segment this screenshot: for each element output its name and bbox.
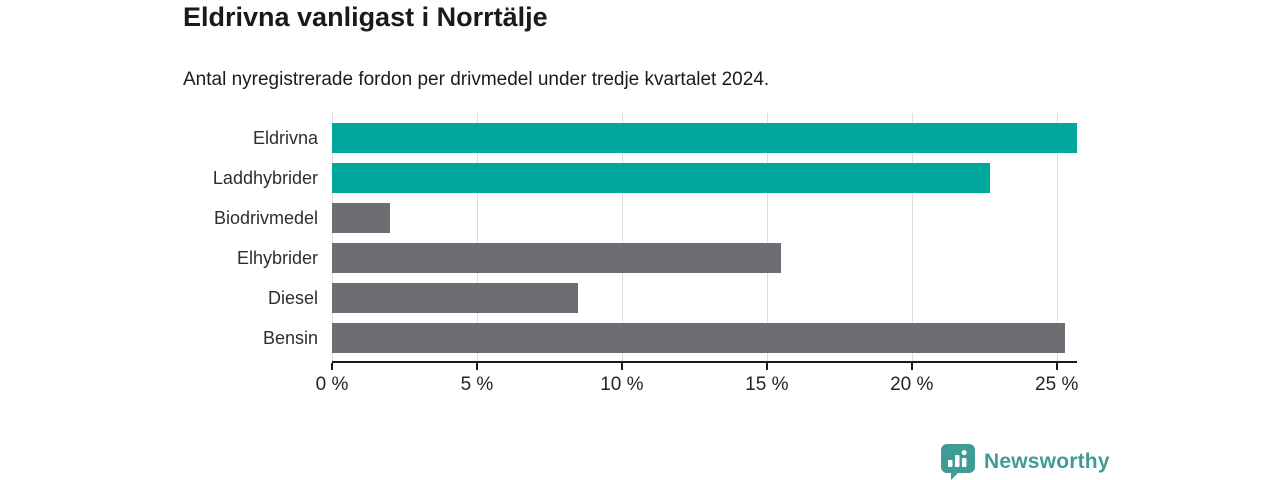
chart-subtitle: Antal nyregistrerade fordon per drivmede… [183, 69, 770, 90]
x-tick-label-20: 20 % [890, 374, 934, 395]
x-tick-25 [1055, 363, 1058, 370]
x-tick-15 [765, 363, 768, 370]
bar-row-elhybrider [332, 238, 1077, 278]
plot-area [332, 113, 1077, 363]
newsworthy-brand: Newsworthy [941, 444, 1110, 480]
bar-row-diesel [332, 278, 1077, 318]
x-tick-5 [475, 363, 478, 370]
x-tick-label-15: 15 % [745, 374, 789, 395]
bar-elhybrider [332, 243, 782, 273]
bar-laddhybrider [332, 163, 991, 193]
x-tick-0 [331, 363, 333, 370]
y-label-bensin: Bensin [262, 327, 318, 348]
gridline-25 [1056, 113, 1058, 361]
bar-diesel [332, 283, 579, 313]
bar-biodrivmedel [332, 203, 390, 233]
bar-series [332, 118, 1077, 358]
gridline-0 [332, 113, 333, 361]
y-axis-labels: Eldrivna Laddhybrider Biodrivmedel Elhybrid… [0, 118, 318, 358]
x-tick-10 [620, 363, 623, 370]
y-label-laddhybrider: Laddhybrider [212, 167, 318, 188]
bar-row-laddhybrider [332, 158, 1077, 198]
bar-row-biodrivmedel [332, 198, 1077, 238]
gridline-20 [911, 113, 913, 361]
y-label-elhybrider: Elhybrider [236, 247, 318, 268]
chart-title: Eldrivna vanligast i Norrtälje [183, 2, 548, 32]
gridline-10 [621, 113, 623, 361]
newsworthy-brand-label: Newsworthy [984, 450, 1110, 473]
y-label-diesel: Diesel [267, 287, 318, 308]
bar-row-bensin [332, 318, 1077, 358]
gridline-15 [766, 113, 768, 361]
x-tick-label-25: 25 % [1035, 374, 1079, 395]
x-axis: 0 % 5 % 10 % 15 % 20 % 25 % [316, 363, 1079, 403]
y-label-biodrivmedel: Biodrivmedel [213, 207, 318, 228]
gridline-5 [476, 113, 478, 361]
bar-bensin [332, 323, 1066, 353]
bar-eldrivna [332, 123, 1077, 153]
bar-row-eldrivna [332, 118, 1077, 158]
newsworthy-logo-icon [941, 444, 975, 480]
x-tick-20 [910, 363, 913, 370]
x-tick-label-5: 5 % [460, 374, 494, 395]
y-label-eldrivna: Eldrivna [252, 127, 318, 148]
x-tick-label-0: 0 % [315, 374, 349, 395]
x-tick-label-10: 10 % [600, 374, 644, 395]
